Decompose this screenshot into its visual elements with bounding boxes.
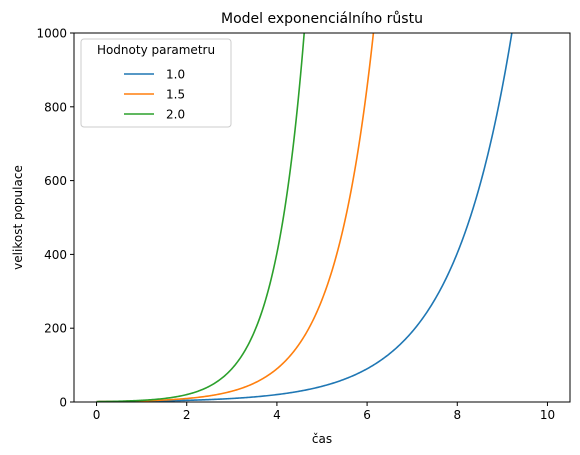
x-axis-ticks: 0 2 4 6 8 10 xyxy=(93,402,555,422)
legend-entries: 1.0 1.5 2.0 xyxy=(124,68,185,122)
y-tick-label: 400 xyxy=(44,248,67,262)
y-tick-label: 600 xyxy=(44,174,67,188)
y-axis-ticks: 0 200 400 600 800 1000 xyxy=(36,27,74,410)
series-line-3 xyxy=(96,33,305,402)
x-tick-label: 0 xyxy=(93,408,101,422)
y-tick-label: 800 xyxy=(44,100,67,114)
x-tick-label: 6 xyxy=(363,408,371,422)
legend-label-1: 1.0 xyxy=(166,68,185,82)
series-lines xyxy=(96,33,513,402)
legend-box xyxy=(80,38,232,128)
y-tick-label: 200 xyxy=(44,322,67,336)
series-line-2 xyxy=(96,33,375,402)
y-tick-label: 0 xyxy=(59,396,67,410)
x-tick-label: 4 xyxy=(273,408,281,422)
x-axis-label: čas xyxy=(312,432,332,446)
legend: Hodnoty parametru 1.0 1.5 2.0 xyxy=(80,38,232,128)
y-tick-label: 1000 xyxy=(36,27,67,41)
legend-label-3: 2.0 xyxy=(166,108,185,122)
x-tick-label: 2 xyxy=(183,408,191,422)
x-tick-label: 8 xyxy=(453,408,461,422)
series-line-1 xyxy=(96,33,513,402)
y-axis-label: velikost populace xyxy=(11,165,25,270)
legend-label-2: 1.5 xyxy=(166,88,185,102)
legend-title: Hodnoty parametru xyxy=(97,43,215,57)
plot-frame xyxy=(73,32,571,403)
x-tick-label: 10 xyxy=(540,408,555,422)
chart-title: Model exponenciálního růstu xyxy=(221,11,423,27)
